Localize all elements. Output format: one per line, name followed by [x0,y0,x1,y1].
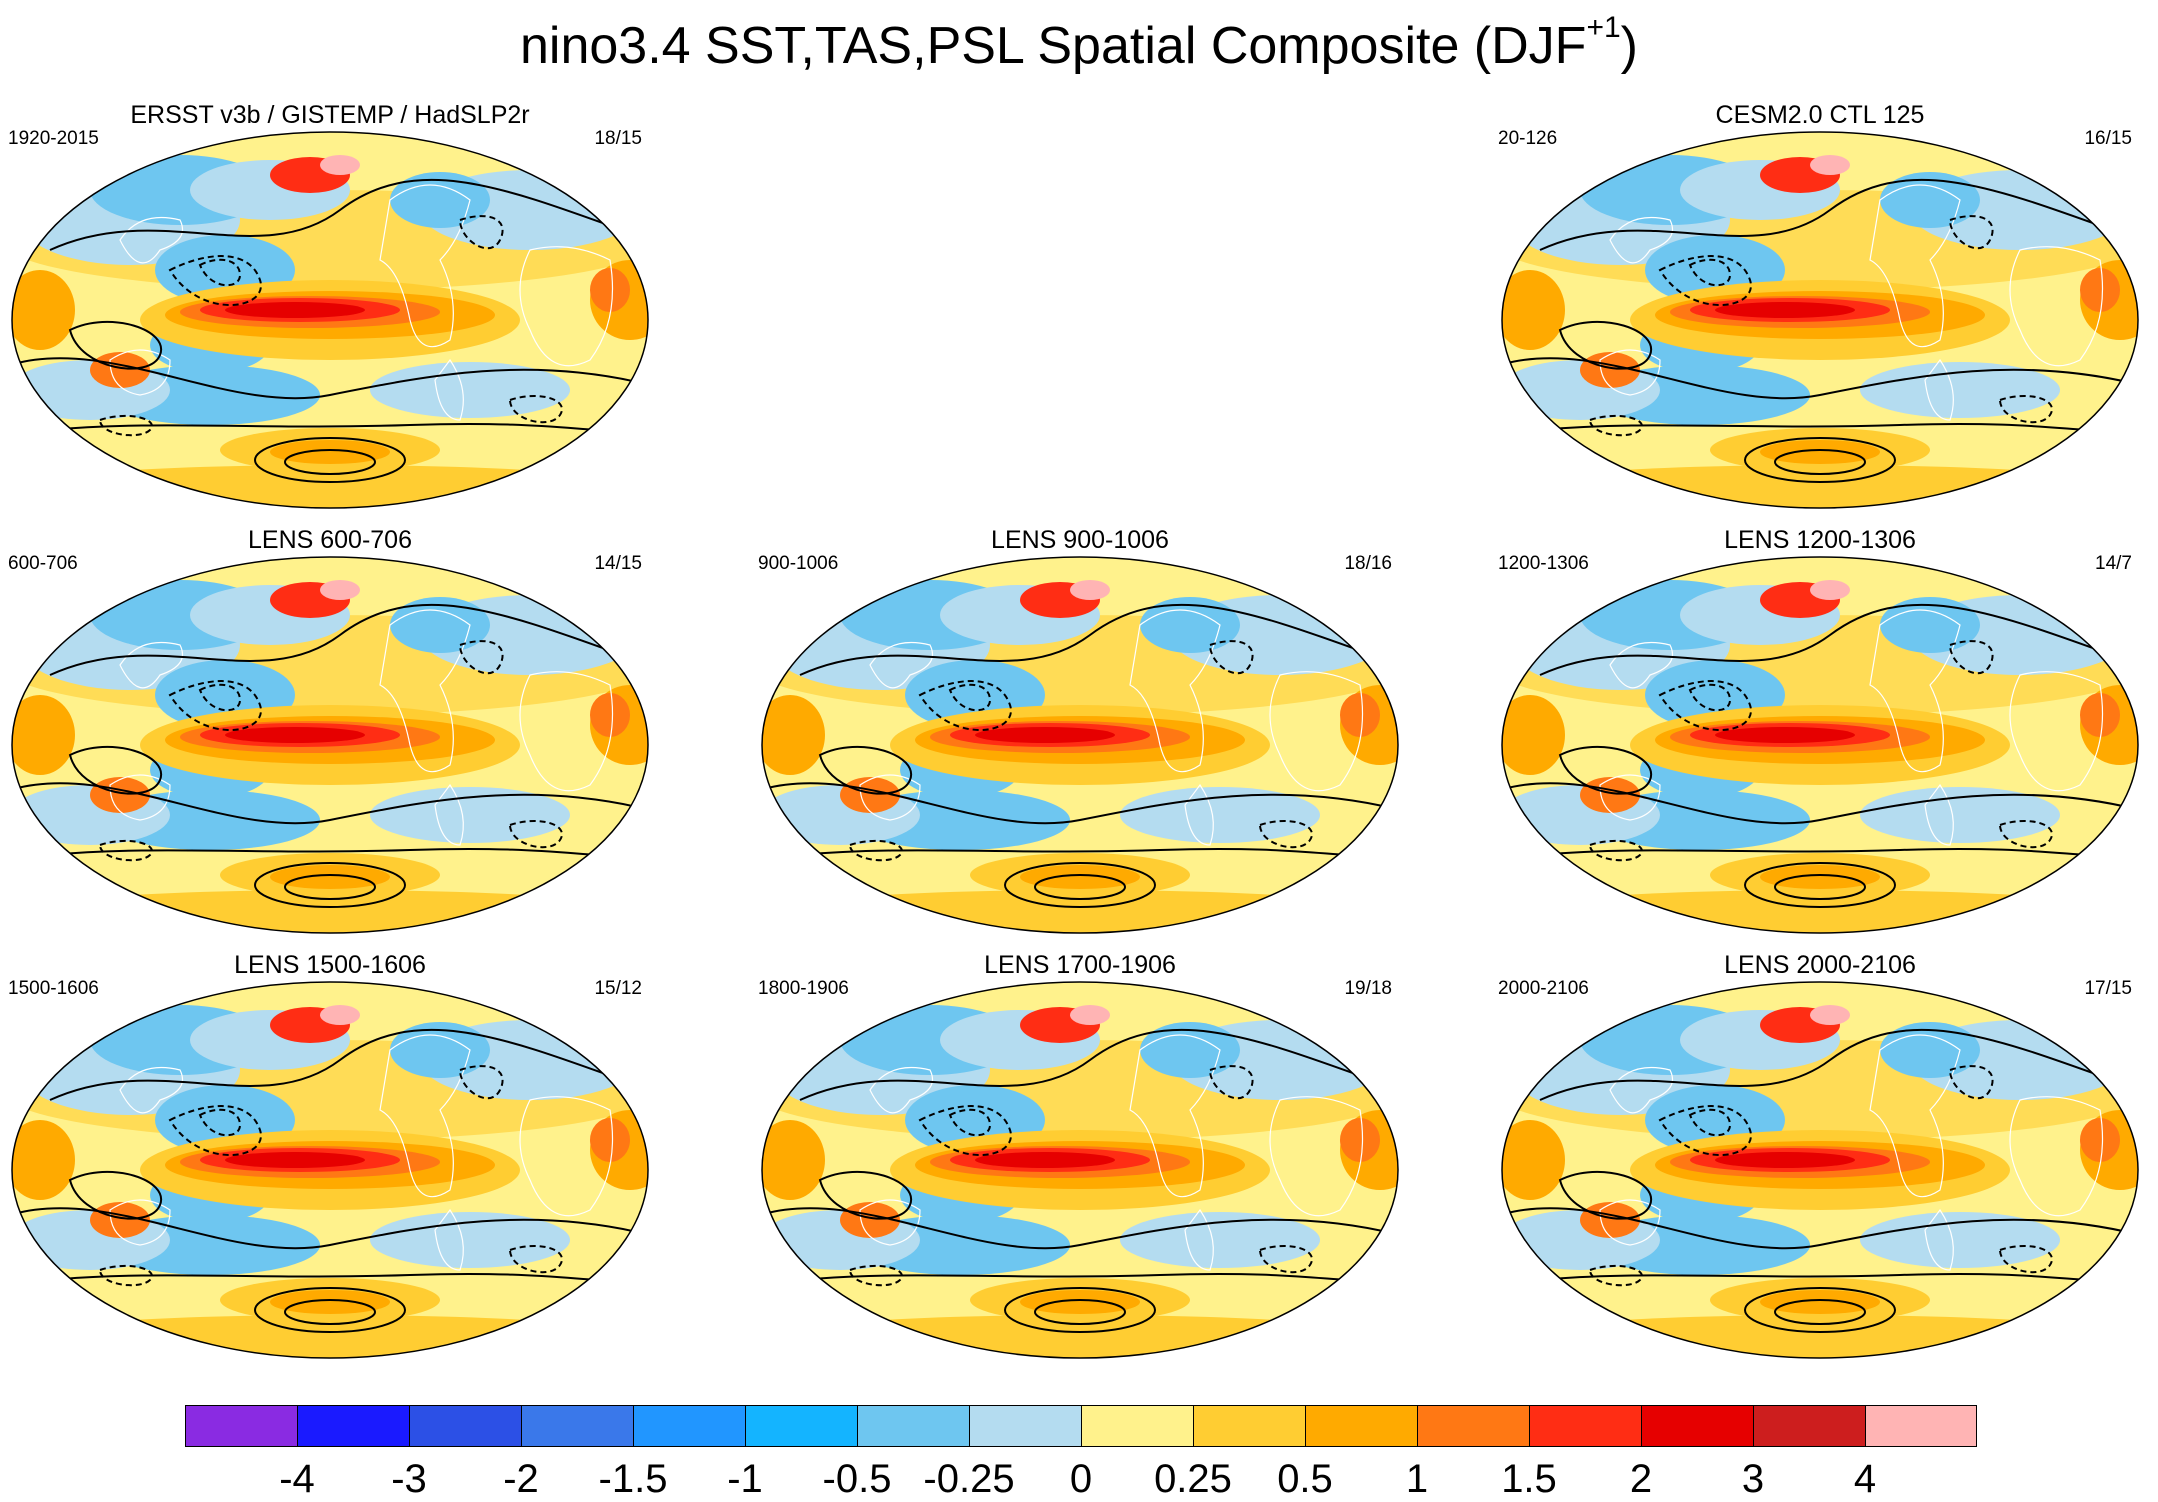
panel-title: LENS 1500-1606 [234,951,426,979]
colorbar-tick-label: -2 [503,1457,539,1501]
colorbar-swatch [297,1405,409,1447]
panel-years: 2000-2106 [1498,978,1589,999]
colorbar-tick-label: -1 [727,1457,763,1501]
panel-years: 900-1006 [758,553,839,574]
colorbar-swatch [185,1405,297,1447]
colorbar-swatch [409,1405,521,1447]
panel-years: 1200-1306 [1498,553,1589,574]
colorbar-tick-label: -0.25 [923,1457,1015,1501]
map-panel-lens-1700: LENS 1700-1906 1800-1906 19/18 [750,950,1410,1365]
panel-ratio: 18/15 [594,128,642,149]
colorbar-swatch [969,1405,1081,1447]
colorbar-swatch [633,1405,745,1447]
colorbar-swatch [521,1405,633,1447]
map-panel-lens-2000: LENS 2000-2106 2000-2106 17/15 [1490,950,2150,1365]
colorbar-tick-label: 0.5 [1277,1457,1333,1501]
panel-title: LENS 1700-1906 [984,951,1176,979]
world-map [760,980,1400,1360]
colorbar-swatch [1641,1405,1753,1447]
colorbar-swatch [1081,1405,1193,1447]
colorbar-swatch [745,1405,857,1447]
panel-years: 1500-1606 [8,978,99,999]
world-map [10,980,650,1360]
map-panel-lens-600: LENS 600-706 600-706 14/15 [0,525,660,940]
panel-title: LENS 600-706 [247,526,412,554]
world-map [10,130,650,510]
figure-title-close: ) [1620,17,1638,75]
figure-title-main: nino3.4 SST,TAS,PSL Spatial Composite (D… [519,17,1587,75]
panel-years: 1800-1906 [758,978,849,999]
figure-title-superscript: +1 [1586,11,1621,44]
panel-ratio: 15/12 [594,978,642,999]
colorbar-tick-label: -0.5 [822,1457,892,1501]
colorbar-tick-label: 0 [1069,1457,1093,1501]
world-map [1500,130,2140,510]
colorbar-tick-label: 4 [1853,1457,1877,1501]
panel-ratio: 14/7 [2095,553,2132,574]
colorbar-tick-label: -4 [279,1457,315,1501]
colorbar-tick-label: 3 [1741,1457,1765,1501]
world-map [1500,555,2140,935]
panel-title: LENS 2000-2106 [1724,951,1916,979]
panel-ratio: 19/18 [1344,978,1392,999]
panel-years: 1920-2015 [8,128,99,149]
colorbar-tick-label: 2 [1629,1457,1653,1501]
world-map [1500,980,2140,1360]
world-map [760,555,1400,935]
colorbar-tick-label: 0.25 [1154,1457,1232,1501]
colorbar-swatch [1305,1405,1417,1447]
panel-title: ERSST v3b / GISTEMP / HadSLP2r [130,101,530,129]
map-panel-cesm-ctl: CESM2.0 CTL 125 20-126 16/15 [1490,100,2150,515]
panel-title: LENS 1200-1306 [1724,526,1916,554]
panel-title: CESM2.0 CTL 125 [1715,101,1925,129]
panel-ratio: 18/16 [1344,553,1392,574]
colorbar-tick-label: 1.5 [1501,1457,1557,1501]
colorbar-swatch [1529,1405,1641,1447]
panel-years: 600-706 [8,553,78,574]
colorbar-swatch [1417,1405,1529,1447]
panel-ratio: 14/15 [594,553,642,574]
colorbar-tick-label: -1.5 [598,1457,668,1501]
colorbar-swatch [857,1405,969,1447]
panel-ratio: 16/15 [2084,128,2132,149]
map-panel-lens-1200: LENS 1200-1306 1200-1306 14/7 [1490,525,2150,940]
panel-ratio: 17/15 [2084,978,2132,999]
panel-years: 20-126 [1498,128,1558,149]
world-map [10,555,650,935]
colorbar-swatch [1865,1405,1977,1447]
figure-title: nino3.4 SST,TAS,PSL Spatial Composite (D… [0,11,2158,78]
colorbar-swatch [1753,1405,1865,1447]
map-panel-lens-1500: LENS 1500-1606 1500-1606 15/12 [0,950,660,1365]
map-panel-observed: ERSST v3b / GISTEMP / HadSLP2r 1920-2015… [0,100,660,515]
map-panel-lens-900: LENS 900-1006 900-1006 18/16 [750,525,1410,940]
colorbar-tick-label: -3 [391,1457,427,1501]
panel-title: LENS 900-1006 [991,526,1169,554]
colorbar-tick-label: 1 [1405,1457,1429,1501]
colorbar-swatch [1193,1405,1305,1447]
